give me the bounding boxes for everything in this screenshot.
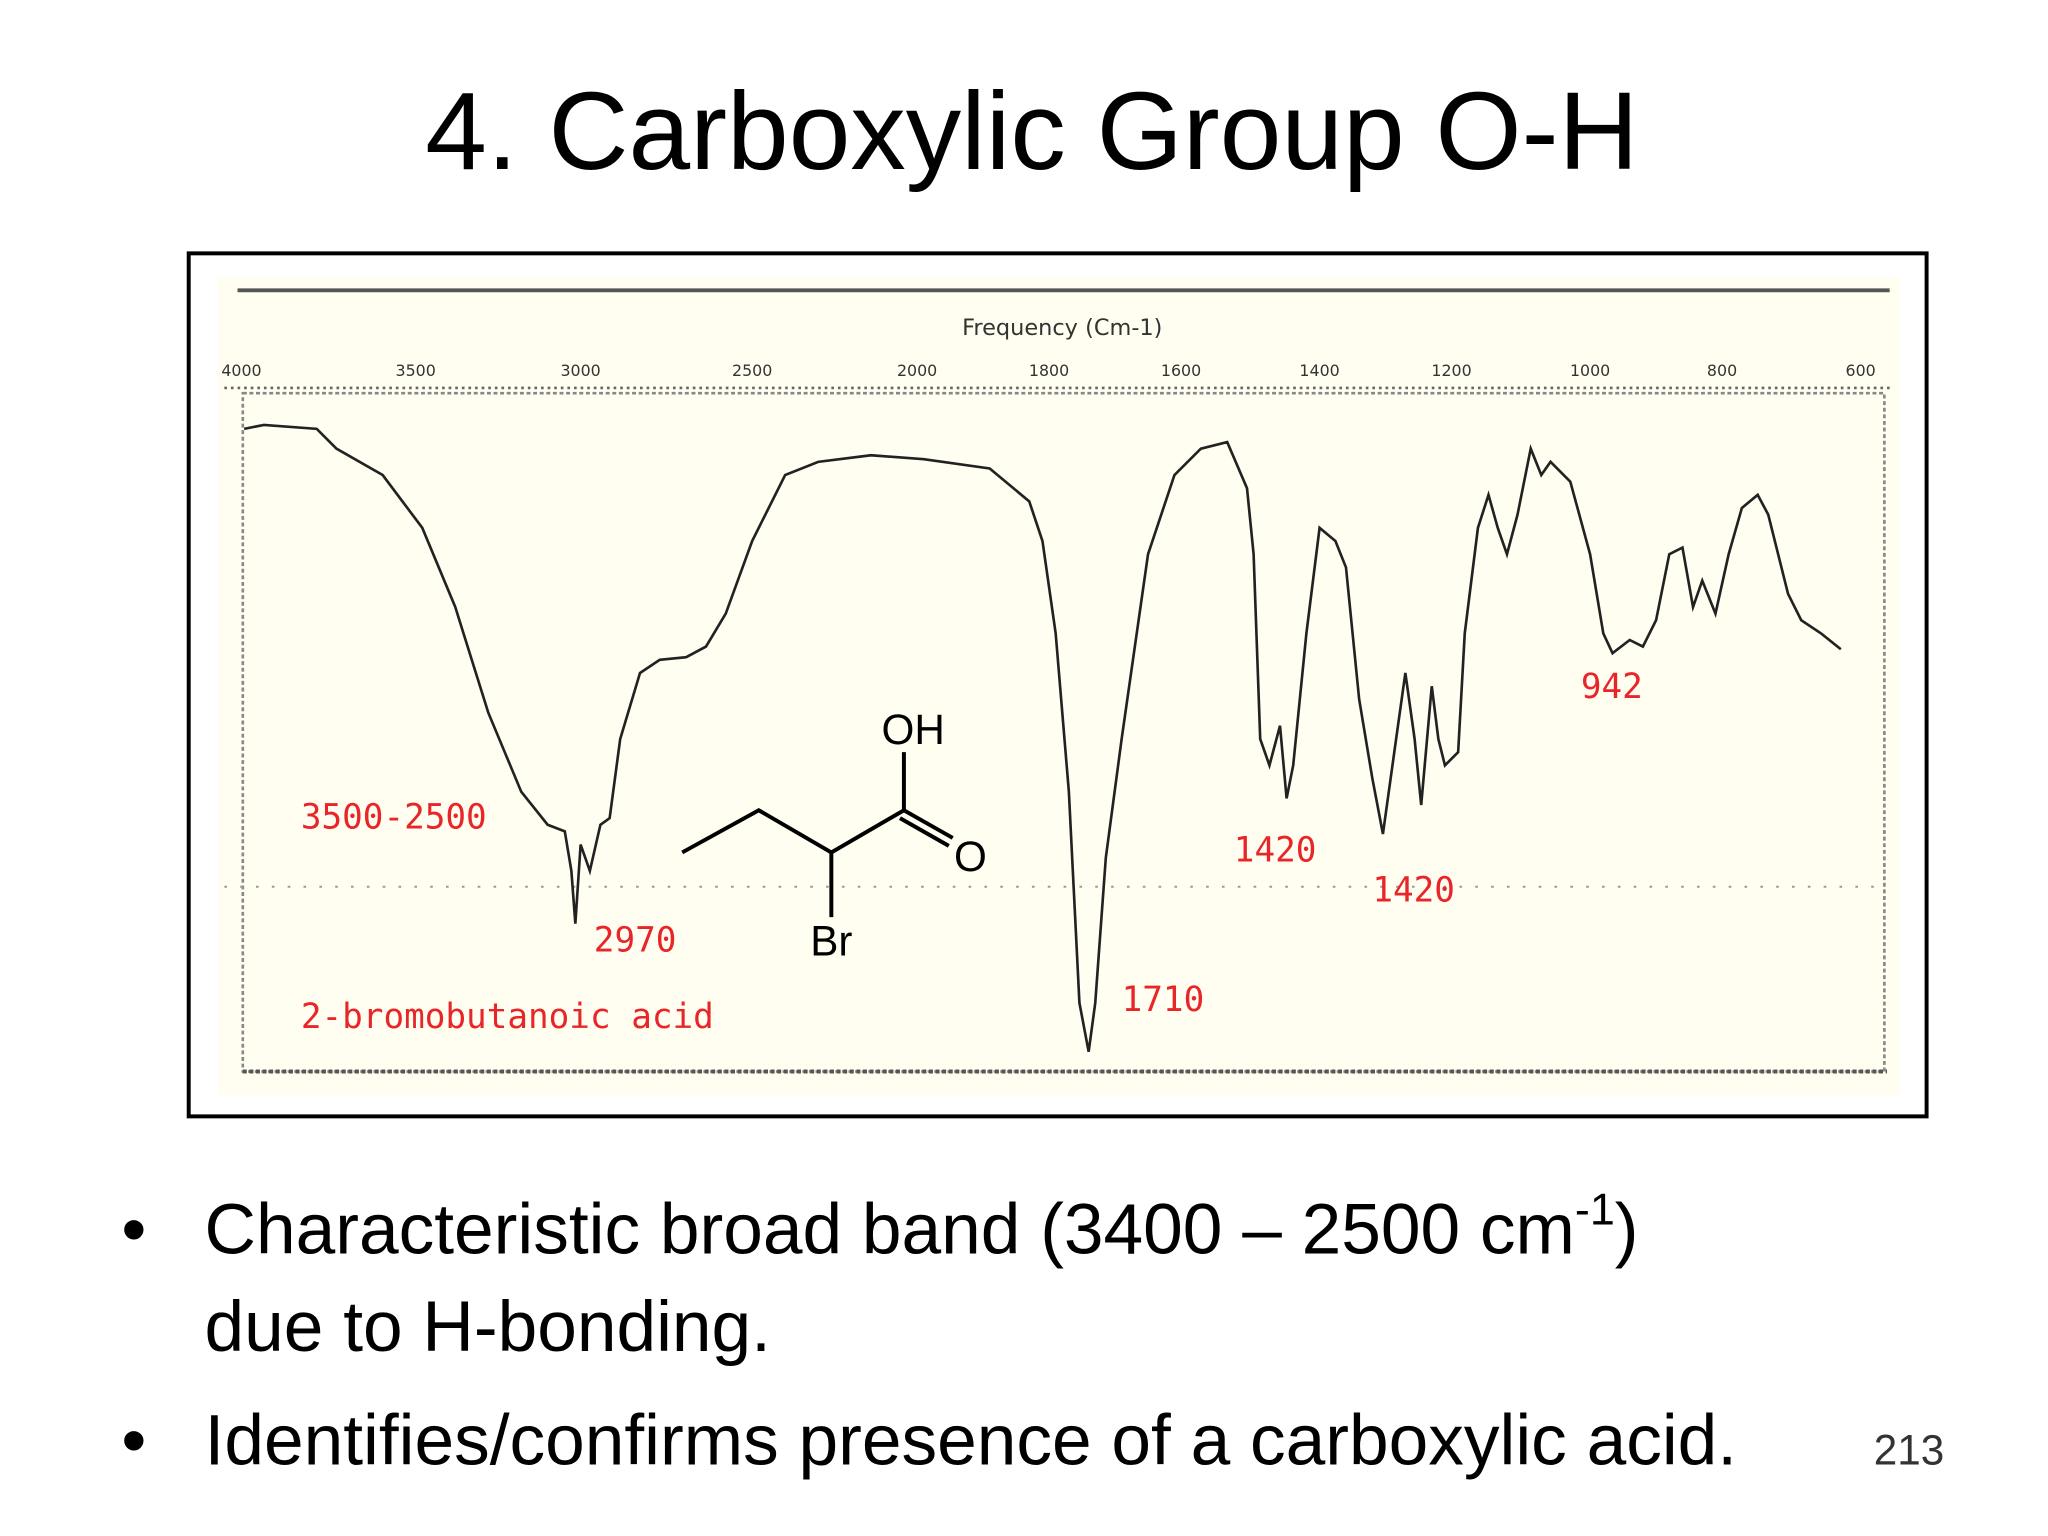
tick-label: 1600 <box>1161 361 1201 380</box>
peak-label: 1420 <box>1372 870 1455 910</box>
atom-label: O <box>954 833 987 880</box>
spectrum-figure: Frequency (Cm-1) 4000 3500 3000 2500 2000 180… <box>186 251 1929 1119</box>
atom-label: OH <box>881 706 944 753</box>
page-number: 213 <box>1874 1427 1944 1474</box>
compound-name: 2-bromobutanoic acid <box>301 997 714 1037</box>
atom-label: Br <box>810 917 852 964</box>
tick-label: 800 <box>1707 361 1737 380</box>
tick-label: 1200 <box>1431 361 1471 380</box>
spectrum-curve <box>243 423 1842 1052</box>
tick-label: 1400 <box>1299 361 1339 380</box>
peak-label: 3500-2500 <box>301 798 487 838</box>
tick-label: 2500 <box>732 361 772 380</box>
text: ) <box>1615 1190 1639 1270</box>
axis-title: Frequency (Cm-1) <box>962 315 1162 341</box>
tick-label: 1800 <box>1029 361 1069 380</box>
tick-labels: 4000 3500 3000 2500 2000 1800 1600 1400 1200 1000… <box>221 361 1875 380</box>
bullet-text: Identifies/confirms presence of a carbox… <box>205 1401 1738 1481</box>
bullet-list: • Characteristic broad band (3400 – 2500… <box>121 1184 1737 1481</box>
slide-title: 4. Carboxylic Group O-H <box>425 70 1638 193</box>
tick-label: 600 <box>1846 361 1876 380</box>
tick-label: 4000 <box>221 361 261 380</box>
superscript: -1 <box>1575 1184 1615 1235</box>
text: Characteristic broad band (3400 – 2500 c… <box>205 1190 1575 1270</box>
tick-label: 3500 <box>396 361 436 380</box>
tick-label: 2000 <box>897 361 937 380</box>
bullet-text: due to H-bonding. <box>205 1287 771 1367</box>
tick-label: 3000 <box>560 361 600 380</box>
bullet-text: Characteristic broad band (3400 – 2500 c… <box>205 1184 1639 1270</box>
bond <box>898 816 950 848</box>
tick-label: 1000 <box>1570 361 1610 380</box>
peak-label: 1710 <box>1122 980 1205 1020</box>
peak-label: 1420 <box>1234 831 1317 871</box>
bullet: • <box>121 1401 146 1481</box>
molecule <box>681 752 954 918</box>
bullet: • <box>121 1190 146 1270</box>
peak-label: 942 <box>1581 667 1643 707</box>
peak-label: 2970 <box>594 920 677 960</box>
